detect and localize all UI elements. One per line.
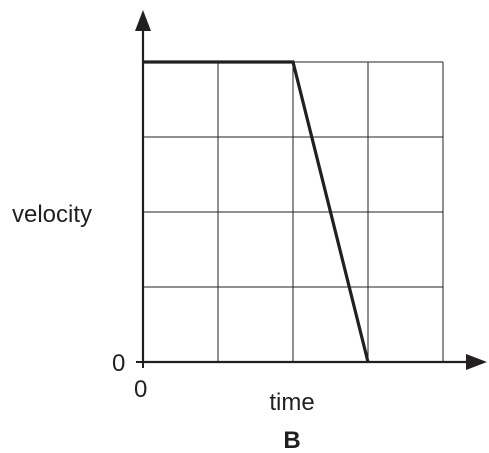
y-axis-label: velocity (12, 201, 92, 228)
y-axis-arrow-icon (135, 10, 151, 31)
grid (143, 61, 444, 362)
x-axis-arrow-icon (466, 354, 487, 370)
panel-label: B (283, 427, 300, 453)
y-origin-label: 0 (112, 350, 125, 377)
x-axis-label: time (269, 389, 314, 416)
x-origin-label: 0 (134, 376, 147, 403)
series-line (143, 60, 370, 363)
